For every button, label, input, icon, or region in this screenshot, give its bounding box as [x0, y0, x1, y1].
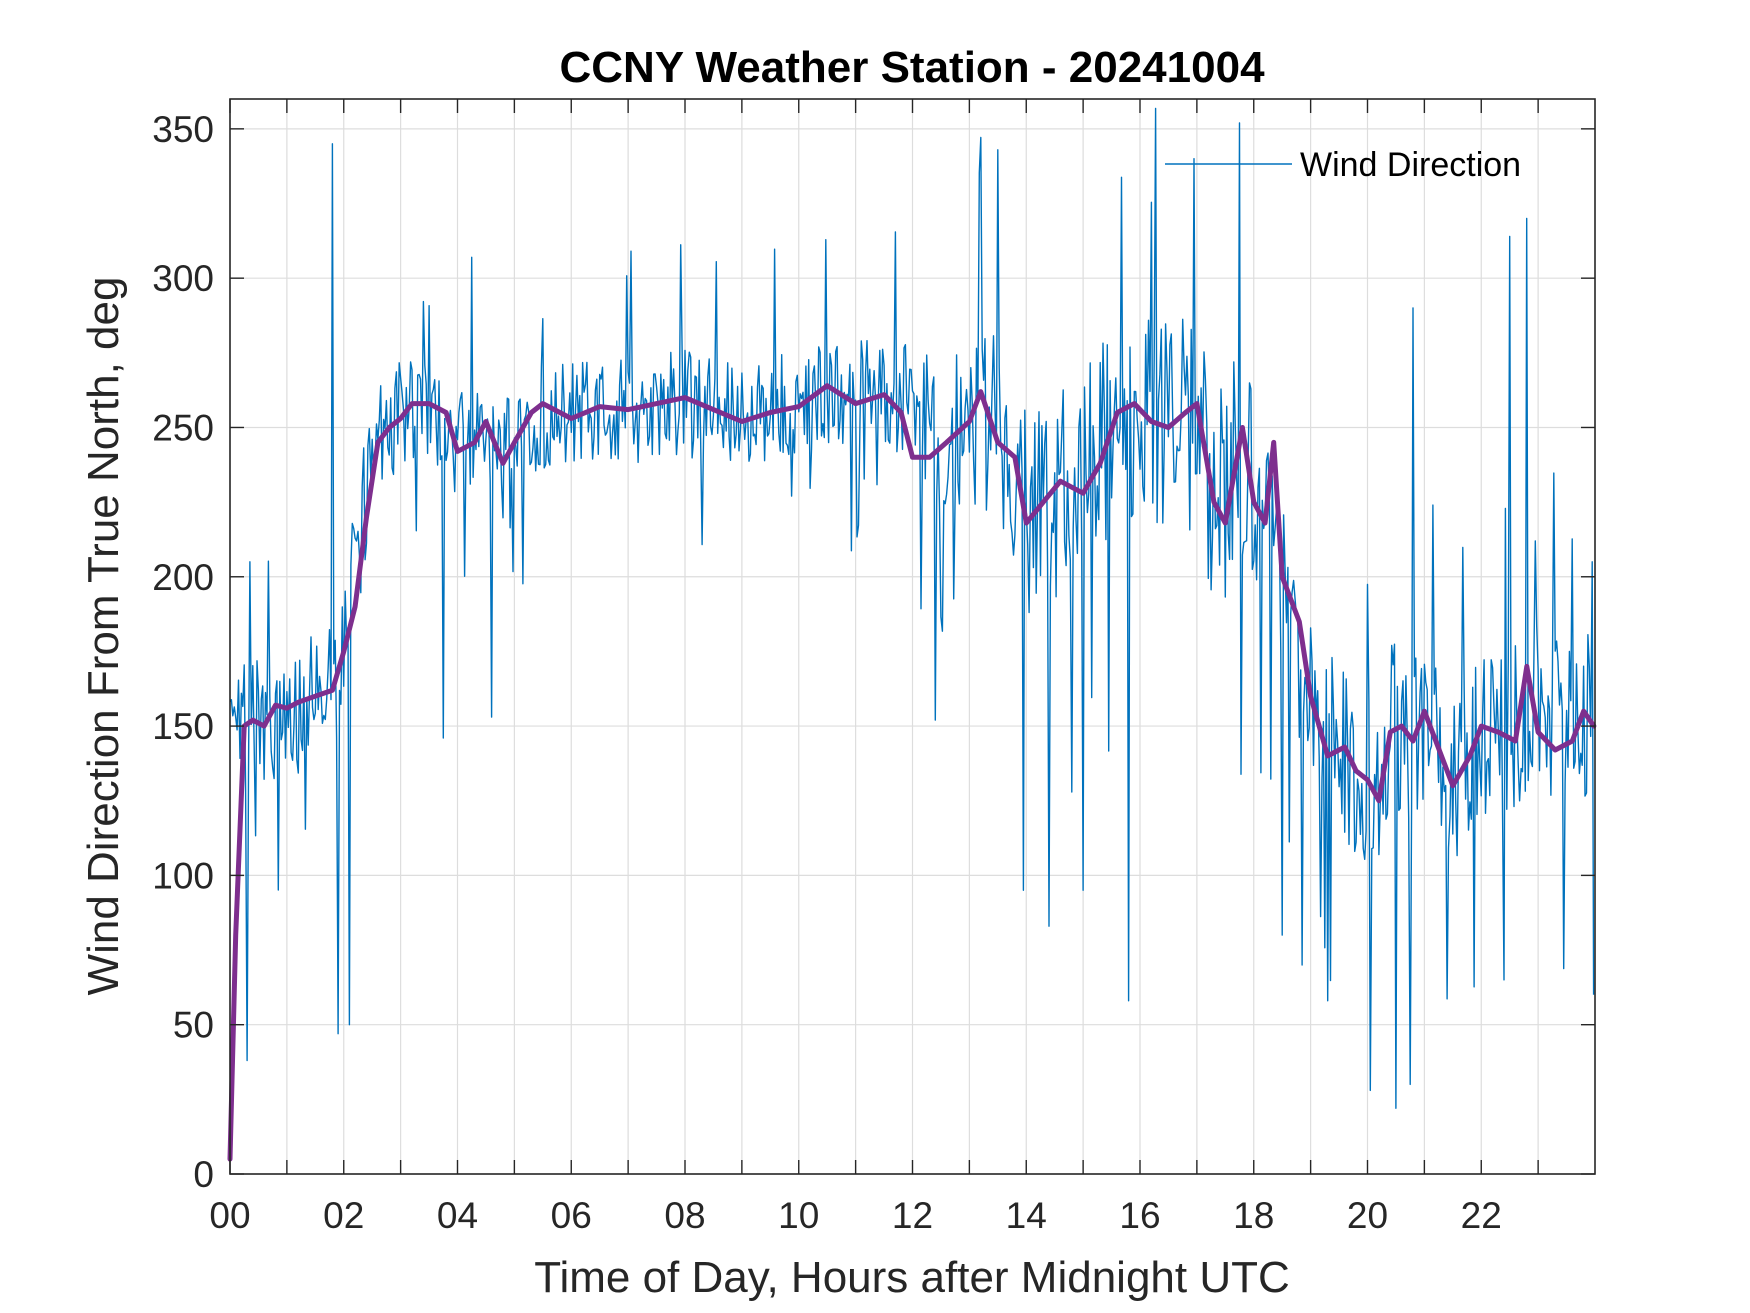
x-tick-label: 22	[1461, 1195, 1502, 1236]
y-tick-label: 150	[152, 706, 214, 747]
series-wind-direction	[229, 107, 1595, 1109]
x-tick-label: 16	[1119, 1195, 1160, 1236]
y-tick-label: 100	[152, 855, 214, 896]
y-tick-label: 350	[152, 109, 214, 150]
y-tick-label: 300	[152, 258, 214, 299]
series-running-average	[227, 383, 1597, 1162]
x-tick-label: 04	[437, 1195, 478, 1236]
x-tick-label: 06	[551, 1195, 592, 1236]
chart-title: CCNY Weather Station - 20241004	[559, 43, 1265, 92]
x-tick-label: 18	[1233, 1195, 1274, 1236]
y-tick-label: 0	[193, 1154, 214, 1195]
y-tick-label: 250	[152, 407, 214, 448]
x-tick-label: 20	[1347, 1195, 1388, 1236]
y-tick-label: 50	[173, 1005, 214, 1046]
x-tick-label: 12	[892, 1195, 933, 1236]
x-tick-label: 02	[323, 1195, 364, 1236]
x-tick-label: 08	[664, 1195, 705, 1236]
x-axis-label: Time of Day, Hours after Midnight UTC	[534, 1253, 1290, 1302]
line-running-average	[227, 383, 1597, 1162]
y-axis-label: Wind Direction From True North, deg	[79, 277, 128, 996]
tick-labels: 00 02 04 06 08 10 12 14 16 18 20 22 0 50 100 150 200 250 3…	[152, 109, 1502, 1236]
legend: Wind Direction	[1165, 146, 1521, 184]
axis-ticks	[229, 99, 1595, 1175]
line-wind-direction	[229, 107, 1595, 1109]
legend-label-wind-direction: Wind Direction	[1300, 146, 1521, 184]
y-tick-label: 200	[152, 557, 214, 598]
x-tick-label: 14	[1006, 1195, 1047, 1236]
x-tick-label: 00	[209, 1195, 250, 1236]
x-tick-label: 10	[778, 1195, 819, 1236]
